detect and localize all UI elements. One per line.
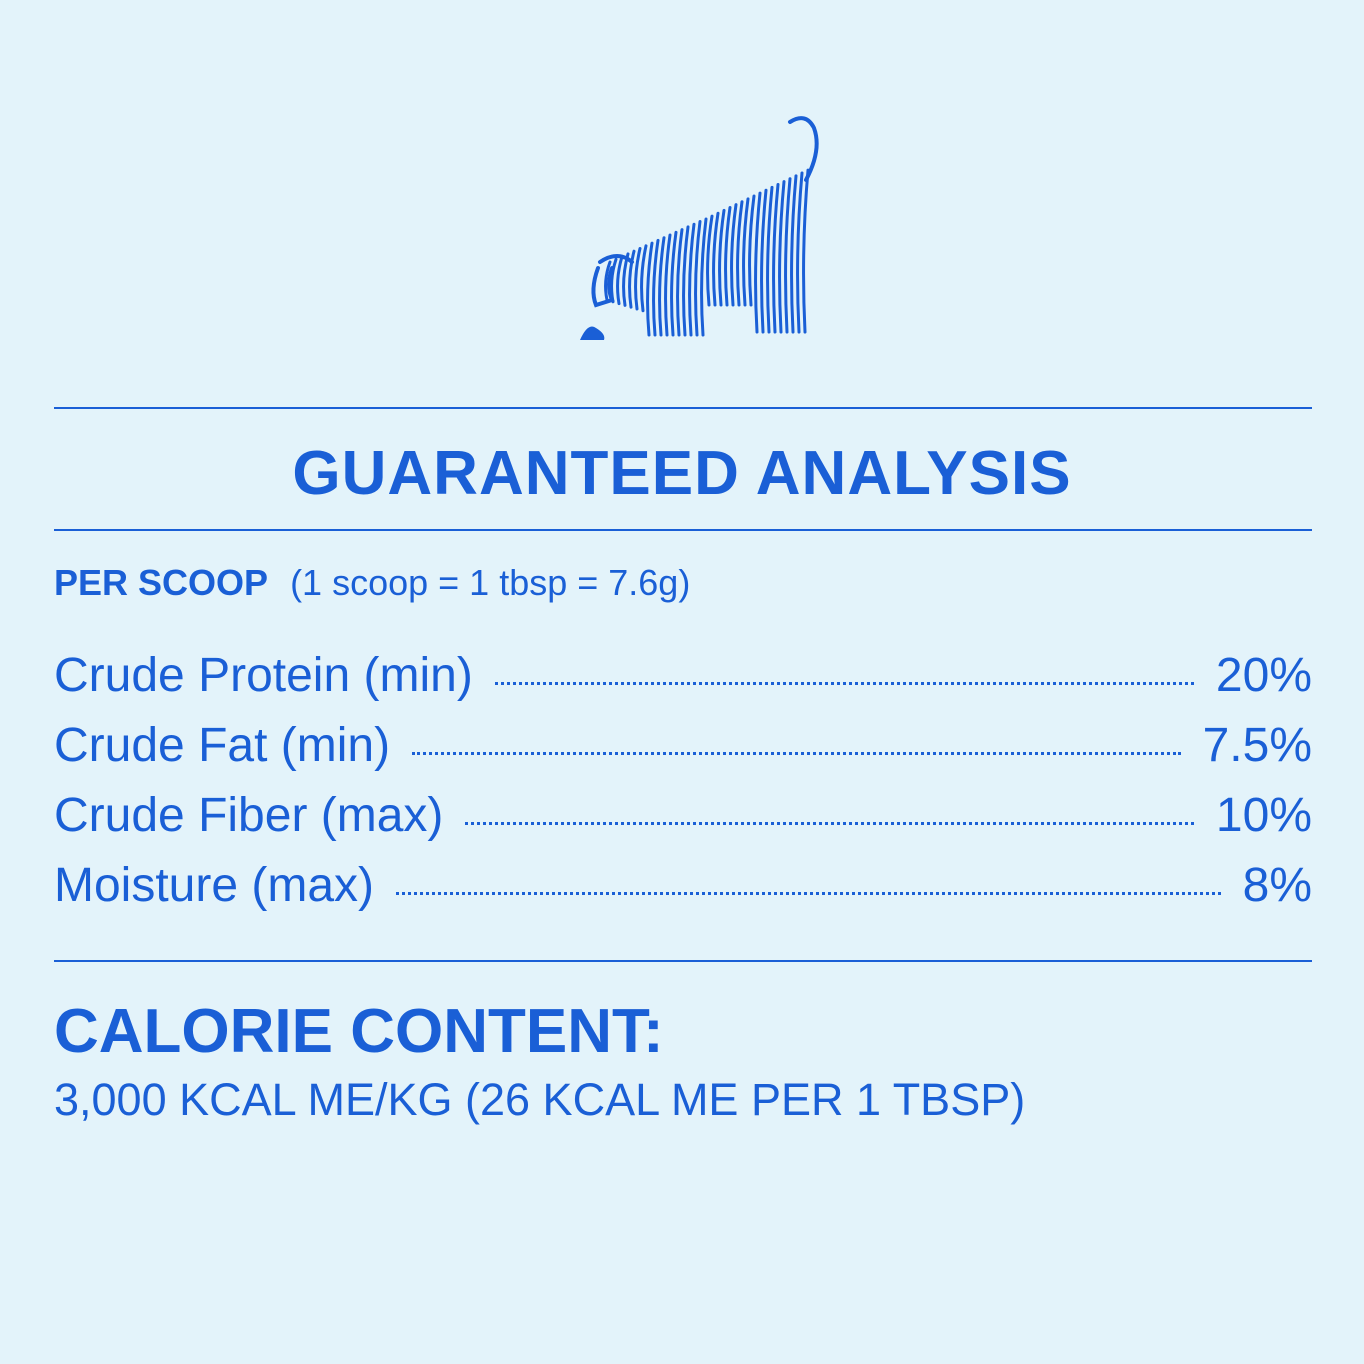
serving-info: PER SCOOP (1 scoop = 1 tbsp = 7.6g) <box>54 562 690 604</box>
dot-leader <box>396 892 1221 895</box>
analysis-name: Moisture (max) <box>54 859 375 912</box>
calorie-text: 3,000 KCAL ME/KG (26 KCAL ME PER 1 TBSP) <box>54 1074 1026 1125</box>
serving-label: PER SCOOP <box>54 562 269 603</box>
analysis-list: Crude Protein (min) 20% Crude Fat (min) 7.… <box>54 648 1312 928</box>
analysis-value: 20% <box>1215 649 1312 702</box>
analysis-name: Crude Fat (min) <box>54 719 391 772</box>
analysis-name: Crude Protein (min) <box>54 649 473 702</box>
dot-leader <box>465 822 1194 825</box>
analysis-value: 8% <box>1242 859 1312 912</box>
analysis-row: Crude Fat (min) 7.5% <box>54 718 1312 788</box>
dot-leader <box>494 682 1194 685</box>
divider <box>54 960 1312 962</box>
analysis-name: Crude Fiber (max) <box>54 789 444 842</box>
analysis-row: Moisture (max) 8% <box>54 858 1312 928</box>
calorie-title: CALORIE CONTENT: <box>54 997 664 1066</box>
dot-leader <box>412 752 1181 755</box>
analysis-row: Crude Protein (min) 20% <box>54 648 1312 718</box>
analysis-value: 7.5% <box>1202 719 1312 772</box>
divider <box>54 529 1312 531</box>
divider <box>54 407 1312 409</box>
analysis-row: Crude Fiber (max) 10% <box>54 788 1312 858</box>
page-title: GUARANTEED ANALYSIS <box>292 439 1072 508</box>
serving-detail: (1 scoop = 1 tbsp = 7.6g) <box>290 562 691 603</box>
analysis-value: 10% <box>1215 789 1312 842</box>
dog-sniffing-food-icon <box>580 116 819 340</box>
